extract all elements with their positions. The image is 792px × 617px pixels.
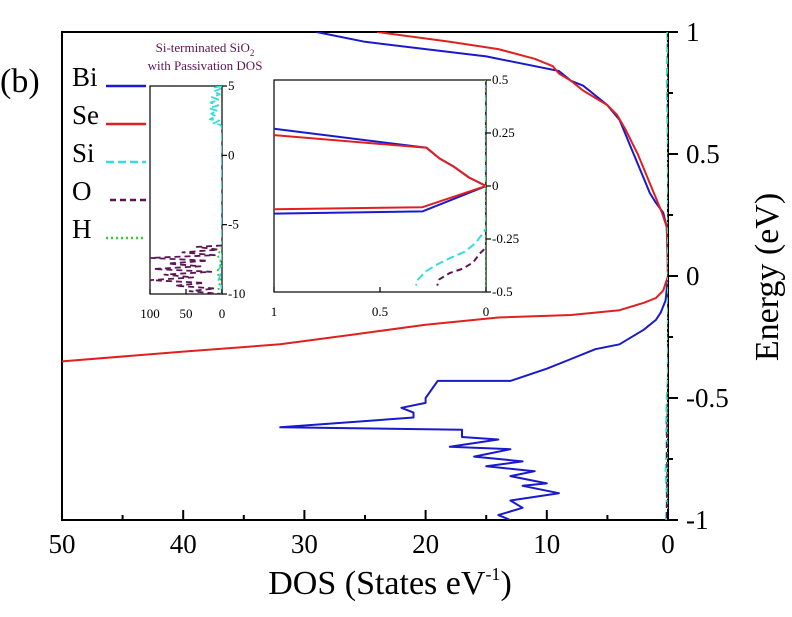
inset-right-frame [273, 79, 487, 293]
inset-right-series-group [274, 80, 486, 292]
x-axis-title-sup: -1 [485, 564, 500, 584]
inset-right-y-tick-label: 0.5 [492, 72, 508, 87]
main-x-tick-label: 10 [533, 529, 560, 559]
inset-right-x-tick-label: 0 [483, 304, 490, 319]
inset-left-y-tick-label: -5 [228, 217, 239, 232]
inset-left-x-tick-label: 100 [140, 306, 160, 321]
inset-right-series-si [415, 80, 486, 286]
main-y-tick-label: 0 [686, 261, 700, 291]
legend-label-si: Si [72, 138, 95, 168]
inset-right-y-tick-label: 0.25 [492, 125, 515, 140]
inset-left-x-tick-label: 50 [180, 306, 193, 321]
annotation-main: Si-terminated SiO [156, 40, 250, 55]
main-y-tick-label: 0.5 [686, 139, 720, 169]
main-x-tick-label: 20 [412, 529, 439, 559]
inset-left-x-tick-label: 0 [219, 306, 226, 321]
inset-left-y-tick-label: 0 [228, 147, 235, 162]
inset-left-y-tick-label: -10 [228, 286, 245, 301]
inset-left-series-h [216, 246, 222, 294]
legend-label-bi: Bi [72, 62, 98, 92]
main-y-tick-label: -1 [686, 505, 709, 535]
annotation-line-1: Si-terminated SiO2 [156, 40, 255, 58]
inset-right-y-tick-label: 0 [492, 178, 499, 193]
x-axis-title: DOS (States eV-1) [268, 564, 512, 602]
annotation-line-2: with Passivation DOS [148, 58, 263, 73]
inset-left-series-group [150, 86, 222, 294]
main-y-tick-label: 1 [686, 17, 700, 47]
main-series-group [62, 32, 668, 520]
main-x-tick-label: 0 [661, 529, 675, 559]
legend-label-o: O [72, 176, 92, 206]
legend: Bi Se Si OH [72, 62, 146, 244]
inset-left-frame [149, 85, 223, 295]
main-y-tick-label: -0.5 [686, 383, 729, 413]
inset-right-y-tick-label: -0.25 [492, 231, 519, 246]
inset-right-series-se [274, 134, 486, 211]
x-axis-title-main: DOS (States eV [268, 565, 486, 602]
x-axis-title-end: ) [500, 565, 511, 602]
main-x-tick-label: 30 [291, 529, 318, 559]
inset-wide-range-plot: 100 50 0-10-505 [140, 78, 245, 321]
annotation-subscript: 2 [250, 48, 255, 58]
inset-right-x-tick-label: 1 [271, 304, 278, 319]
legend-label-se: Se [72, 100, 99, 130]
inset-right-y-tick-label: -0.5 [492, 284, 513, 299]
y-axis-title: Energy (eV) [749, 193, 786, 361]
inset-right-x-tick-label: 0.5 [372, 304, 388, 319]
inset-left-series-o [150, 244, 222, 294]
legend-label-h: H [72, 214, 92, 244]
main-series-se [62, 32, 668, 363]
inset-left-y-tick-label: 5 [228, 78, 235, 93]
inset-right-series-o [436, 80, 486, 286]
main-x-tick-label: 50 [49, 529, 76, 559]
main-x-tick-label: 40 [170, 529, 197, 559]
panel-label: (b) [0, 63, 40, 100]
